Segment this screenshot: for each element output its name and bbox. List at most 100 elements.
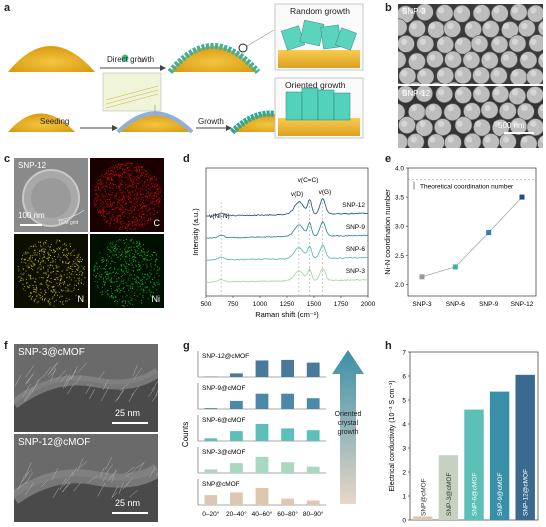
sem-sphere <box>408 52 426 71</box>
growth-label: Growth <box>198 117 224 126</box>
coord-x-tick: SNP-6 <box>446 301 466 308</box>
cond-bar <box>413 516 433 520</box>
oriented-growth-label: Oriented growth <box>285 80 346 90</box>
sem-sphere <box>500 50 518 69</box>
angle-bar <box>281 359 294 377</box>
angle-y-label: Counts <box>181 422 190 447</box>
conductivity-chart: 0 1 2 3 4 5 6 7 Electrical conductivity (10⁻³ S … <box>389 350 539 525</box>
angle-bar <box>281 498 294 505</box>
sem-sphere <box>490 35 509 54</box>
sem-sphere <box>398 103 406 121</box>
coord-reference-label: Theoretical coordination number <box>420 184 514 191</box>
coord-point <box>486 230 492 236</box>
angle-x-tick: 40–60° <box>252 510 273 518</box>
sem-sphere <box>452 4 471 23</box>
angle-x-tick: 60–80° <box>277 510 298 518</box>
oriented-growth-arrow-label: Oriented <box>335 411 362 418</box>
sem-sphere <box>472 4 491 22</box>
angle-bar <box>306 430 320 441</box>
cond-bar-label: SNP-3@cMOF <box>446 473 453 516</box>
raman-peak-label: v(C=C) <box>298 177 319 184</box>
sem-sphere <box>409 81 422 84</box>
tem-snp12-label: SNP-12@cMOF <box>18 437 91 448</box>
angle-bar <box>255 393 269 409</box>
sem-sphere <box>462 51 481 69</box>
sem-scale-text: 500 nm <box>498 121 525 130</box>
coord-x-tick: SNP-9 <box>479 301 499 308</box>
raman-chart: 500 750 1000 1250 1500 1750 2000 Raman shift (c… <box>191 167 376 319</box>
cond-y-tick: 1 <box>402 494 406 501</box>
raman-frame <box>205 167 369 297</box>
raman-peak-label: v(Ni-N) <box>209 213 230 220</box>
angle-series-label: SNP-12@cMOF <box>202 353 249 360</box>
sem-sphere <box>416 67 435 84</box>
sem-sphere <box>472 66 490 84</box>
sem-label-snp12: SNP-12 <box>402 89 431 98</box>
cond-y-tick: 0 <box>402 518 406 525</box>
coord-y-tick: 2.5 <box>395 253 404 260</box>
panel-h-letter: h <box>385 340 392 352</box>
cond-y-tick: 2 <box>402 470 406 477</box>
sem-sphere <box>398 133 408 148</box>
coord-y-label: Ni-N coordination number <box>383 189 392 275</box>
raman-x-tick: 750 <box>228 301 239 308</box>
sem-sphere <box>398 50 407 69</box>
tem-label: SNP-12 <box>18 161 47 170</box>
coord-point <box>419 274 425 280</box>
coord-y-tick: 4.0 <box>395 166 404 173</box>
angle-bar <box>281 428 294 441</box>
sem-sphere <box>398 82 402 84</box>
eds-map-c-dots <box>93 162 162 231</box>
raman-series-label: SNP-12 <box>342 202 365 209</box>
raman-series-label: SNP-3 <box>346 268 366 275</box>
sem-sphere <box>447 81 460 84</box>
coord-point <box>519 194 525 200</box>
sem-sphere <box>398 18 408 37</box>
sem-image-snp12: SNP-12 500 nm <box>398 86 543 148</box>
raman-x-tick: 500 <box>201 301 212 308</box>
angle-series-label: SNP-3@cMOF <box>202 449 245 456</box>
sem-sphere <box>517 19 536 38</box>
panel-g-letter: g <box>183 340 190 352</box>
oriented-growth-arrow-label: crystal <box>338 420 359 427</box>
cond-bar-label: SNP@cMOF <box>420 478 427 516</box>
sem-sphere <box>481 20 500 38</box>
raman-series-label: SNP-9 <box>346 224 366 231</box>
tem-snp12-cmof: SNP-12@cMOF 25 nm <box>14 434 158 522</box>
tem-snp12-scale-bar <box>112 512 148 514</box>
seeding-inset <box>102 72 162 112</box>
angle-bar <box>204 408 218 409</box>
sem-sphere <box>436 35 455 54</box>
angle-series-label: SNP-9@cMOF <box>202 385 245 392</box>
angle-distribution-chart: Counts SNP-12@cMOF SNP-9@cMOF SNP-6@cMOF SNP… <box>181 350 364 518</box>
angle-series-label: SNP@cMOF <box>202 481 240 488</box>
sem-sphere <box>454 66 472 84</box>
direct-growth-label: Direct growth <box>107 55 155 64</box>
sem-sphere <box>480 51 499 70</box>
tem-image: SNP-12 100 nm TEM grid <box>14 158 88 232</box>
panel-b-letter: b <box>385 2 392 14</box>
cond-y-label: Electrical conductivity (10⁻³ S cm⁻¹) <box>389 380 396 491</box>
cond-bar-label: SNP-9@cMOF <box>497 473 504 516</box>
coord-y-tick: 2.0 <box>395 282 404 289</box>
cond-y-tick: 7 <box>402 350 406 357</box>
angle-bar <box>230 431 243 441</box>
cond-bar <box>464 409 484 520</box>
sem-spheres-bottom <box>398 86 543 148</box>
random-growth-label: Random growth <box>290 6 351 16</box>
tem-scale-bar <box>20 224 42 226</box>
angle-bar <box>306 466 320 473</box>
sem-sphere <box>509 68 528 84</box>
raman-x-tick: 1000 <box>253 301 268 308</box>
oriented-growth-arrow-label: growth <box>337 429 358 436</box>
angle-x-tick: 20–40° <box>226 510 247 518</box>
angle-bar <box>281 393 294 409</box>
raman-series-line <box>205 267 369 283</box>
sem-sphere <box>408 19 426 38</box>
angle-bar <box>230 400 243 409</box>
sem-sphere <box>435 4 454 22</box>
angle-bar <box>255 456 269 473</box>
angle-bar <box>306 362 320 377</box>
angle-bar <box>306 398 320 409</box>
sem-sphere <box>433 118 452 136</box>
